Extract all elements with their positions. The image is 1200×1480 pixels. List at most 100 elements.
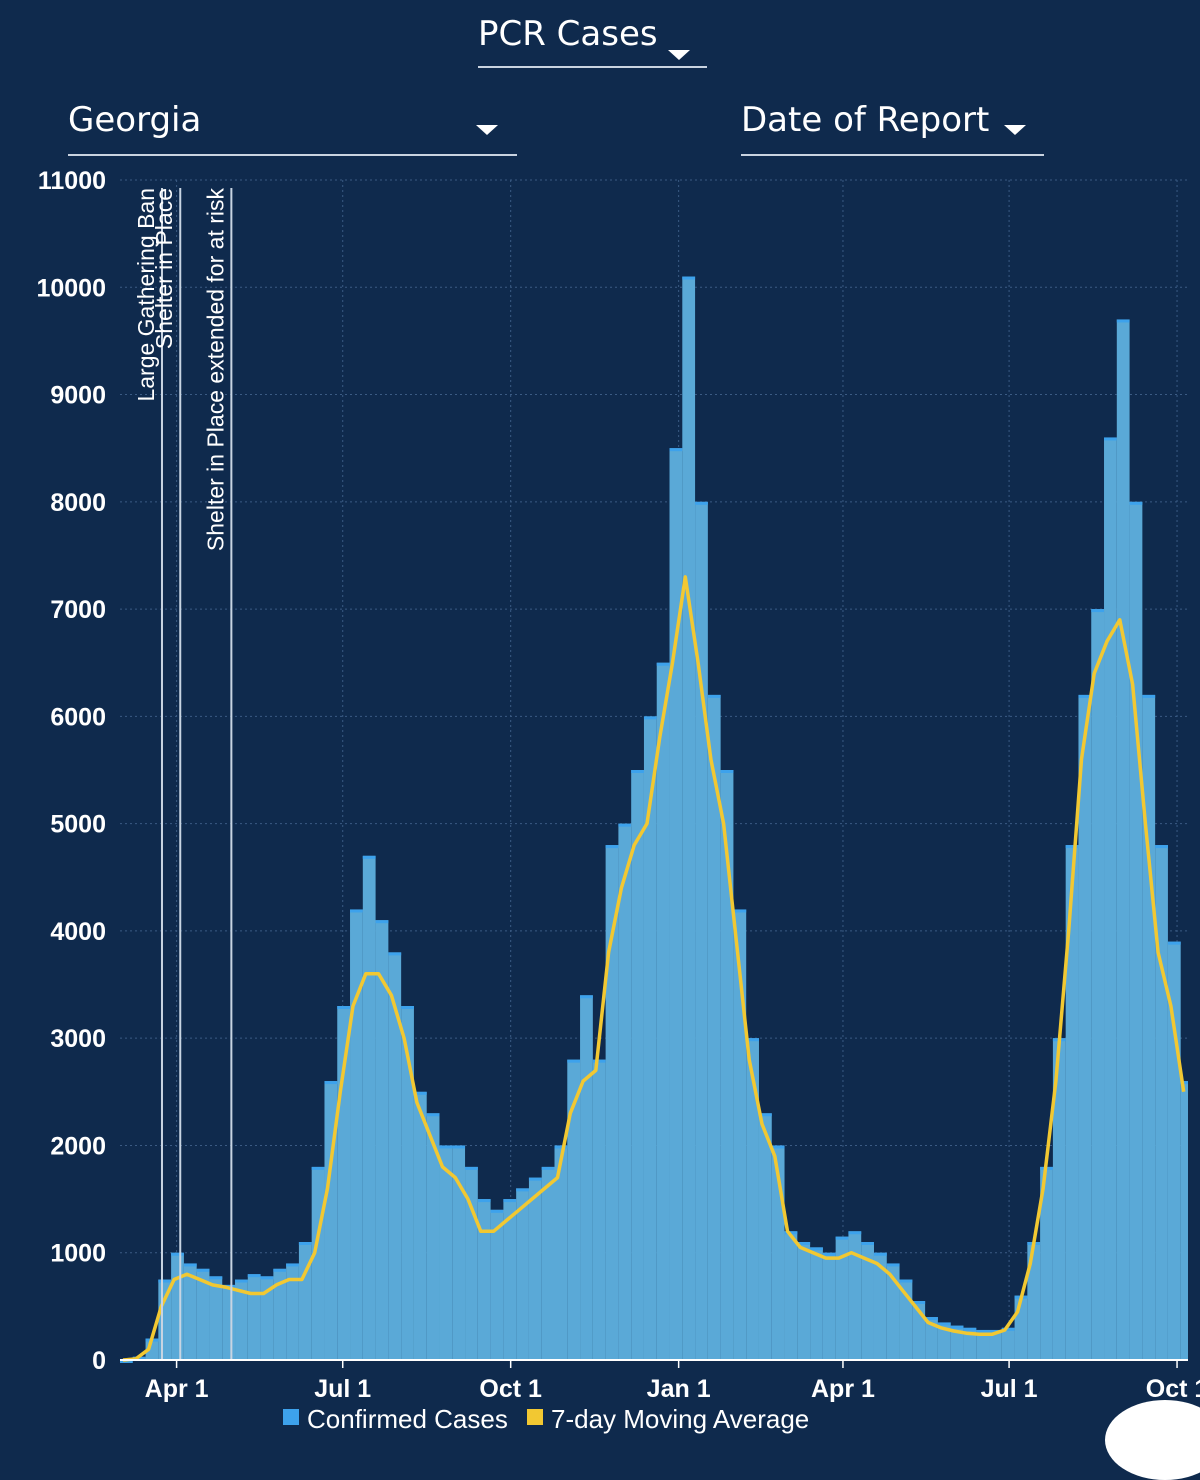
confirmed-cases-bar-cap [528,1177,542,1181]
confirmed-cases-bar-cap [1180,1081,1188,1085]
x-tick-label: Oct 1 [1146,1375,1200,1403]
confirmed-cases-bar-cap [503,1199,517,1203]
confirmed-cases-bar [886,1263,900,1360]
confirmed-cases-bar-cap [1078,694,1092,698]
region-dropdown[interactable]: Georgia [68,100,517,156]
measure-dropdown[interactable]: PCR Cases [478,14,707,68]
confirmed-cases-bar-cap [273,1268,287,1272]
confirmed-cases-bar-cap [554,1145,568,1149]
confirmed-cases-bar-cap [656,662,670,666]
x-tick-label: Oct 1 [479,1375,542,1403]
y-tick-label: 6000 [50,703,106,731]
y-tick-label: 7000 [50,596,106,624]
legend-label: Confirmed Cases [307,1404,508,1434]
confirmed-cases-bar [490,1209,504,1360]
confirmed-cases-bar-cap [950,1325,964,1329]
confirmed-cases-bar [643,716,657,1360]
confirmed-cases-bar-cap [1167,941,1181,945]
confirmed-cases-bar [311,1166,325,1360]
event-label: Large Gathering Ban [133,188,159,402]
confirmed-cases-bar-cap [477,1199,491,1203]
confirmed-cases-bar [669,448,683,1360]
confirmed-cases-bar-cap [120,1360,133,1363]
date-basis-dropdown[interactable]: Date of Report [741,100,1044,156]
confirmed-cases-bar [1040,1166,1053,1360]
confirmed-cases-bar [733,909,747,1360]
y-tick-label: 10000 [36,274,106,302]
confirmed-cases-bar-cap [541,1166,555,1170]
confirmed-cases-bar-cap [733,909,747,913]
confirmed-cases-bar [516,1188,529,1360]
confirmed-cases-bar [758,1113,772,1360]
y-tick-label: 0 [92,1347,106,1375]
confirmed-cases-bar-cap [260,1276,274,1280]
confirmed-cases-bar [554,1145,568,1360]
confirmed-cases-bar-cap [631,770,644,773]
confirmed-cases-bar-cap [311,1166,325,1170]
confirmed-cases-bar [1052,1038,1066,1360]
y-tick-label: 1000 [50,1240,106,1268]
confirmed-cases-bar [1142,694,1156,1360]
confirmed-cases-bar [235,1279,248,1360]
legend-swatch [283,1409,299,1425]
confirmed-cases-bar-cap [1116,319,1130,323]
confirmed-cases-bar-cap [937,1322,951,1326]
confirmed-cases-bar-cap [465,1166,478,1170]
confirmed-cases-bar [452,1145,466,1360]
confirmed-cases-bar-cap [810,1247,823,1251]
confirmed-cases-bar [1027,1242,1041,1360]
confirmed-cases-bar [1078,694,1092,1360]
confirmed-cases-bar-cap [707,694,721,698]
x-tick-label: Apr 1 [145,1375,209,1403]
confirmed-cases-bar-cap [580,995,593,999]
confirmed-cases-bar [222,1284,236,1360]
confirmed-cases-bar-cap [784,1231,798,1235]
confirmed-cases-bar-cap [1104,437,1117,441]
confirmed-cases-bar-cap [362,855,376,859]
x-tick-label: Jul 1 [314,1375,371,1403]
confirmed-cases-bar [183,1263,197,1360]
confirmed-cases-bar-cap [1129,501,1143,505]
confirmed-cases-bar [580,995,593,1360]
confirmed-cases-bar [656,662,670,1360]
y-tick-label: 11000 [38,167,106,195]
confirmed-cases-bar [695,501,708,1360]
grid [120,179,1188,1360]
confirmed-cases-bar [1091,609,1105,1360]
confirmed-cases-bar-cap [1155,845,1168,849]
y-tick-label: 8000 [50,489,106,517]
confirmed-cases-bar [784,1231,798,1360]
confirmed-cases-bar [401,1006,414,1360]
confirmed-cases-bar [350,909,363,1360]
confirmed-cases-bar [746,1038,759,1360]
confirmed-cases-bar-cap [976,1329,990,1333]
confirmed-cases-bar [413,1091,427,1360]
confirmed-cases-bar-cap [426,1113,440,1117]
confirmed-cases-bar-cap [682,276,696,280]
confirmed-cases-bar [937,1322,951,1360]
confirmed-cases-bar [439,1145,453,1360]
legend-label: 7-day Moving Average [551,1404,809,1434]
confirmed-cases-bar [835,1236,849,1360]
confirmed-cases-bar [925,1317,938,1360]
confirmed-cases-bar [286,1263,299,1360]
confirmed-cases-bar-cap [235,1279,248,1283]
confirmed-cases-bar-cap [886,1263,900,1267]
confirmed-cases-bar [247,1274,261,1360]
confirmed-cases-bar-cap [899,1279,913,1283]
confirmed-cases-bar [375,920,389,1360]
y-tick-label: 5000 [50,811,106,839]
confirmed-cases-bar-cap [337,1006,351,1009]
confirmed-cases-bar [1155,845,1168,1360]
y-tick-label: 2000 [50,1132,106,1160]
confirmed-cases-bar [209,1276,223,1360]
confirmed-cases-bar-cap [912,1301,926,1304]
confirmed-cases-bar [1116,319,1130,1360]
axes: 0 1000 2000 3000 4000 5000 6000 7000 8000 9000 100… [36,167,1200,1403]
y-tick-label: 4000 [50,918,106,946]
event-label: Shelter in Place [151,188,177,349]
legend[interactable]: Confirmed Cases 7-day Moving Average [283,1404,809,1434]
confirmed-cases-bar [426,1113,440,1360]
